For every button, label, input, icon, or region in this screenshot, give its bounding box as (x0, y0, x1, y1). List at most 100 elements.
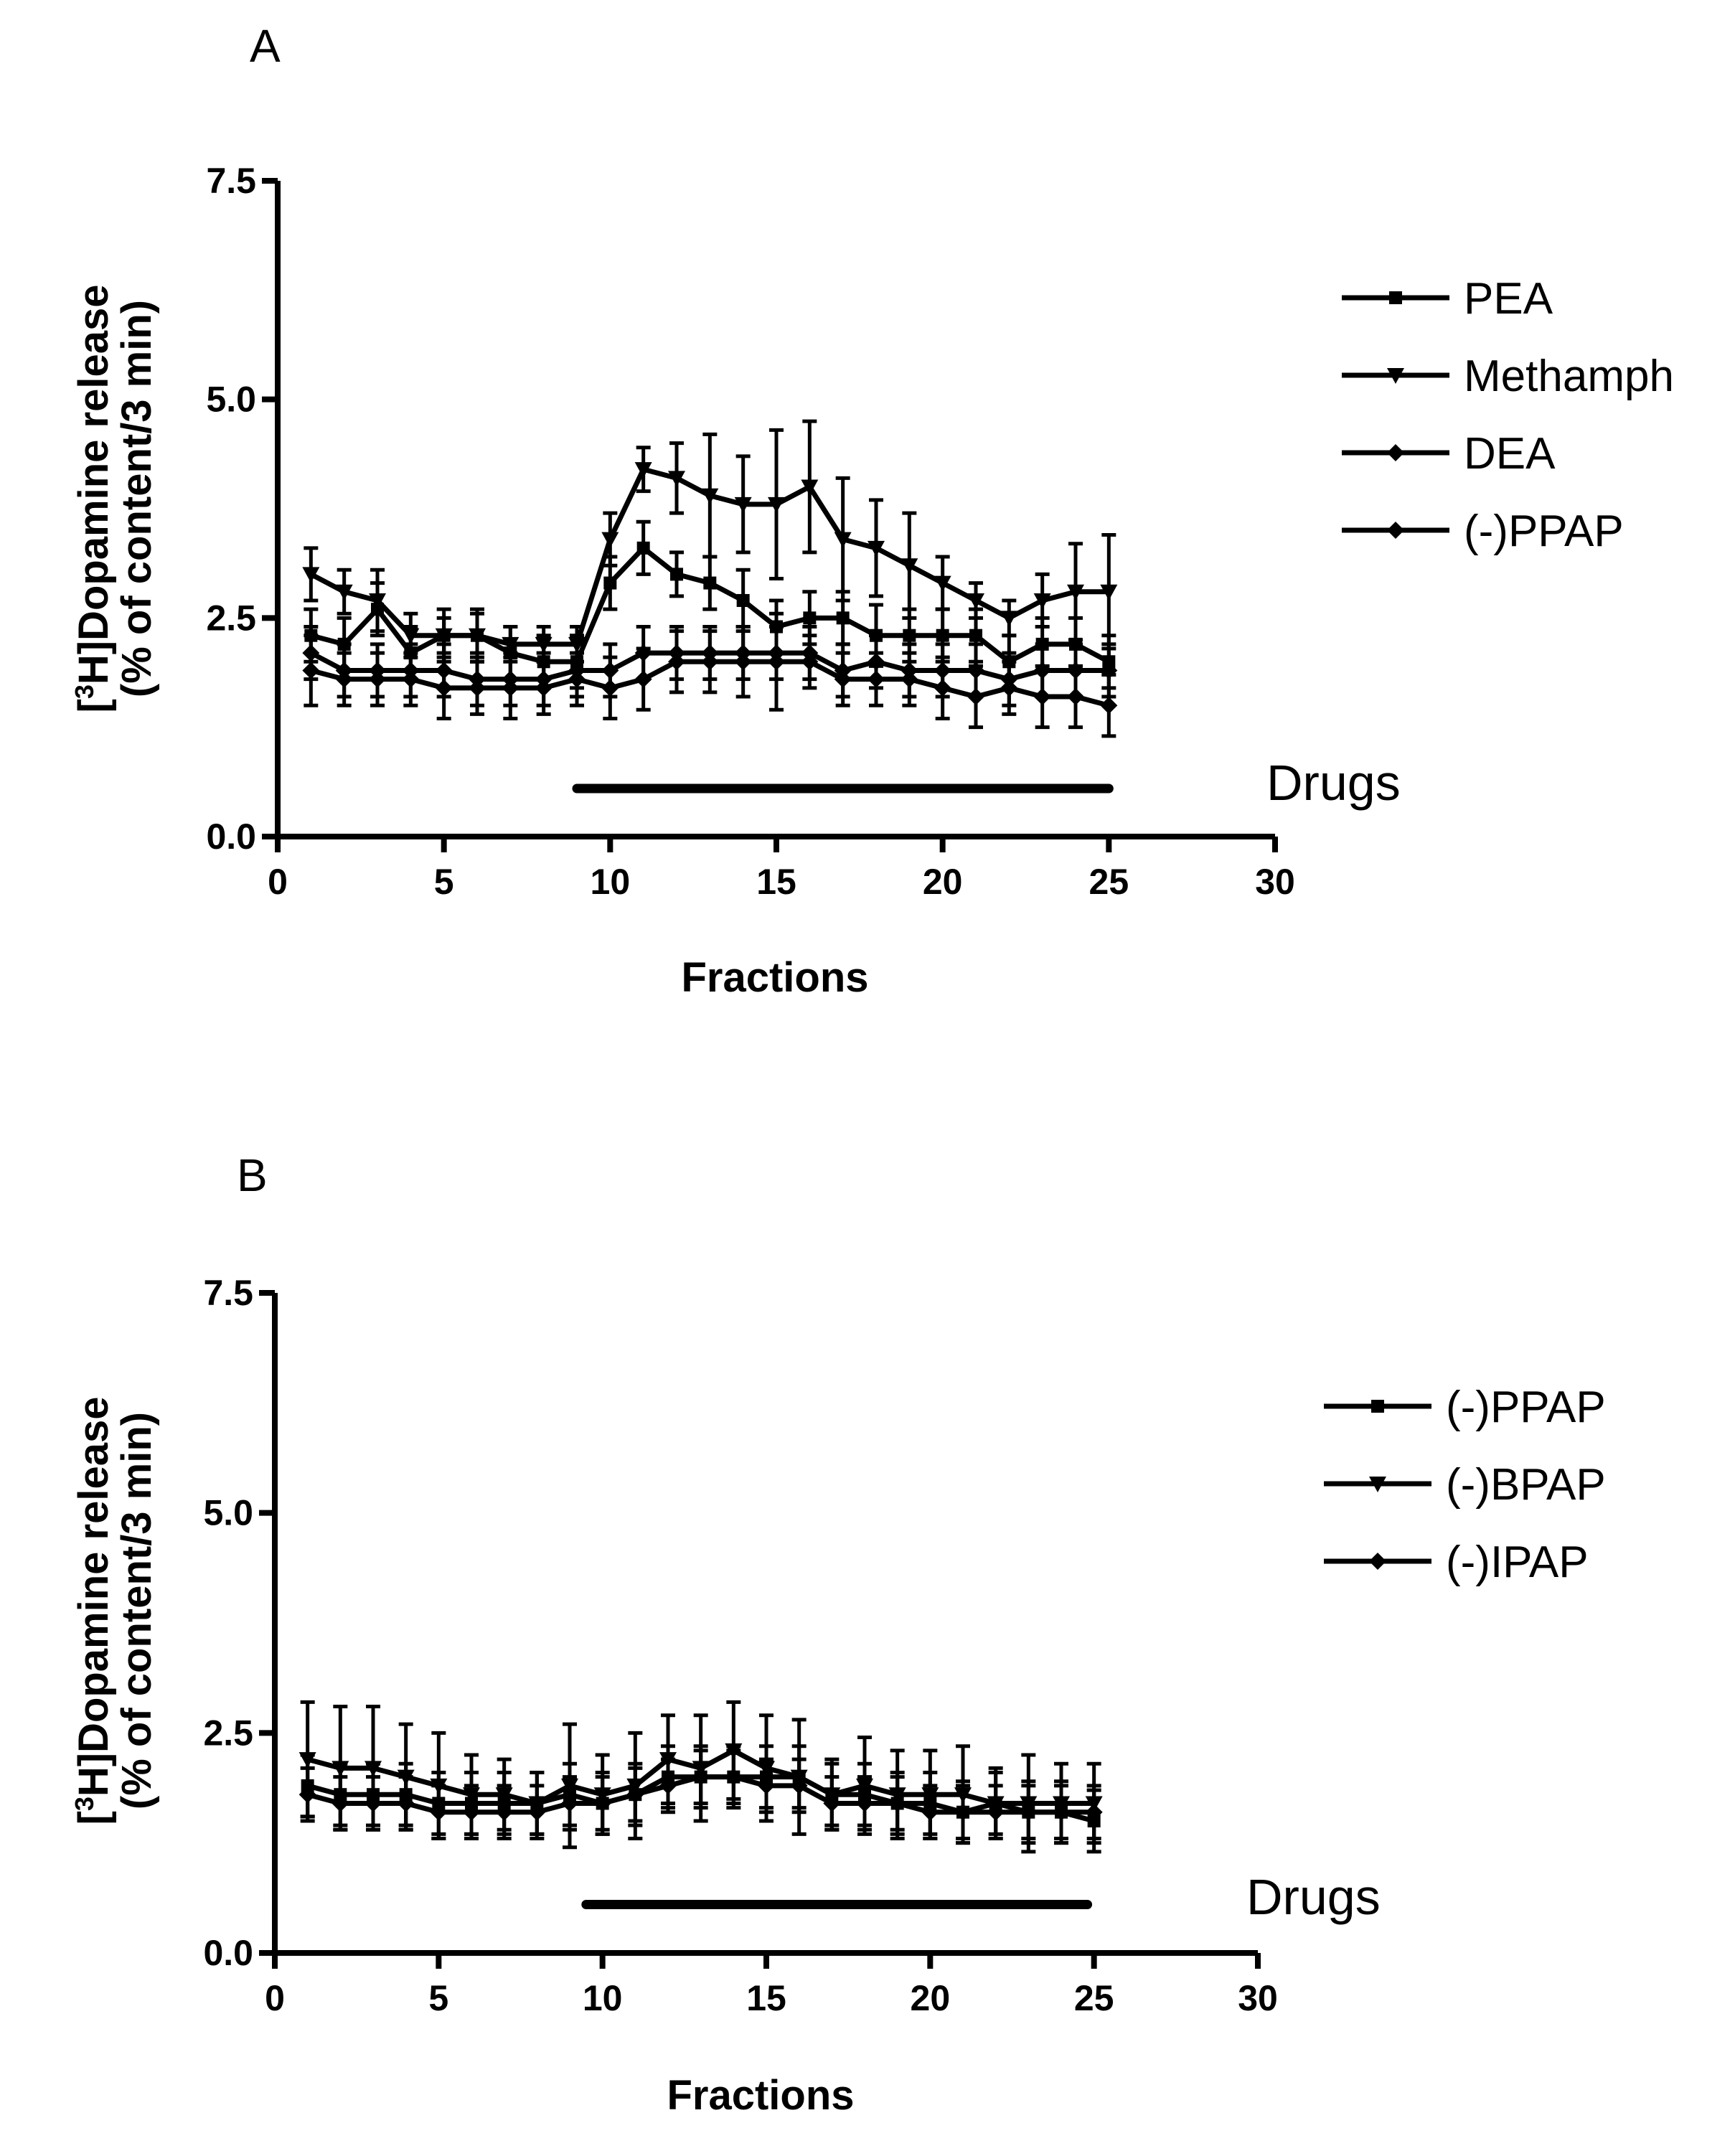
x-tick-label: 5 (434, 862, 454, 902)
data-point (634, 462, 652, 479)
data-point (936, 629, 949, 642)
data-point (332, 1761, 349, 1777)
data-point (967, 688, 984, 706)
data-point (535, 679, 553, 697)
data-point (834, 670, 852, 688)
y-tick-label: 7.5 (206, 161, 256, 201)
data-point (768, 653, 785, 671)
data-point (868, 540, 885, 557)
panel-a-ylabel-line1: [3H]Dopamine release (70, 284, 118, 712)
legend-item: (-)PPAP (1324, 1383, 1606, 1432)
data-point (402, 628, 420, 644)
data-point (568, 670, 586, 688)
panel-a-legend: PEA Methamph DEA (-)PPAP (1342, 274, 1674, 556)
legend-item: (-)IPAP (1324, 1538, 1589, 1587)
data-point (1020, 1803, 1038, 1821)
data-point (1000, 679, 1018, 697)
data-point (969, 629, 982, 642)
data-point (463, 1803, 480, 1821)
legend-marker (1369, 1477, 1386, 1492)
legend-label: DEA (1464, 429, 1556, 479)
data-point (734, 496, 752, 513)
y-tick-label: 0.0 (206, 816, 256, 857)
data-point (365, 1761, 382, 1777)
panel-b-series (298, 1700, 1103, 1854)
data-point (1085, 1803, 1103, 1821)
data-point (528, 1803, 546, 1821)
x-tick-label: 15 (756, 862, 796, 902)
panel-b-ylabel-line2: (% of content/3 min) (113, 1412, 160, 1809)
series-ipap (298, 1748, 1103, 1841)
data-point (298, 1752, 316, 1769)
data-point (967, 593, 984, 609)
panel-b-drugs-label: Drugs (1246, 1869, 1381, 1925)
data-point (535, 636, 553, 653)
data-point (435, 628, 453, 644)
data-point (834, 532, 852, 548)
data-point (1100, 697, 1118, 715)
data-point (1053, 1803, 1070, 1821)
data-point (725, 1768, 743, 1786)
panel-a-ylabel: [3H]Dopamine release (% of content/3 min… (70, 284, 161, 712)
x-tick-label: 10 (583, 1978, 623, 2018)
data-point (934, 679, 951, 697)
panel-b-letter: B (237, 1149, 268, 1201)
data-point (469, 679, 486, 697)
panel-b-ylabel-line1: [3H]Dopamine release (70, 1396, 118, 1825)
panel-a-xlabel: Fractions (681, 954, 868, 1001)
data-point (1067, 584, 1084, 601)
x-tick-label: 25 (1074, 1978, 1114, 2018)
y-tick-label: 7.5 (203, 1273, 253, 1313)
data-point (921, 1803, 939, 1821)
panel-a-y-ticks: 0.0 2.5 5.0 7.5 (206, 161, 278, 857)
data-point (1067, 688, 1084, 706)
data-point (1033, 593, 1051, 609)
legend-marker (1389, 291, 1402, 304)
panel-b-legend: (-)PPAP (-)BPAP (-)IPAP (1324, 1383, 1606, 1587)
data-point (987, 1803, 1005, 1821)
data-point (1000, 611, 1018, 627)
data-point (954, 1803, 972, 1821)
panel-a-ylabel-line2: (% of content/3 min) (113, 300, 160, 697)
data-point (626, 1786, 644, 1804)
data-point (435, 679, 453, 697)
data-point (601, 679, 619, 697)
data-point (701, 488, 719, 504)
data-point (402, 670, 420, 688)
legend-item: DEA (1342, 429, 1556, 479)
data-point (736, 593, 750, 607)
data-point (823, 1794, 841, 1812)
series-ppap (302, 611, 1118, 738)
panel-b-ylabel: [3H]Dopamine release (% of content/3 min… (70, 1396, 161, 1825)
panel-a-drugs-label: Drugs (1266, 755, 1401, 811)
data-point (659, 1776, 677, 1794)
data-point (502, 679, 519, 697)
data-point (369, 593, 386, 609)
x-tick-label: 30 (1255, 862, 1295, 902)
data-point (634, 670, 652, 688)
x-tick-label: 15 (746, 1978, 786, 2018)
data-point (335, 670, 353, 688)
data-point (703, 576, 717, 590)
data-point (636, 541, 650, 555)
data-point (856, 1794, 873, 1812)
x-tick-label: 5 (428, 1978, 448, 2018)
x-tick-label: 20 (923, 862, 963, 902)
legend-marker (1369, 1553, 1386, 1570)
data-point (803, 611, 817, 625)
legend-marker (1387, 444, 1404, 461)
data-point (801, 653, 819, 671)
y-tick-label: 0.0 (203, 1933, 253, 1973)
data-point (302, 662, 320, 679)
panel-a-series (302, 419, 1118, 738)
data-point (502, 636, 519, 653)
panel-b-y-ticks: 0.0 2.5 5.0 7.5 (203, 1273, 275, 1973)
data-point (298, 1786, 316, 1804)
data-point (365, 1794, 382, 1812)
data-point (801, 479, 819, 496)
legend-marker (1387, 522, 1404, 539)
data-point (397, 1794, 415, 1812)
x-tick-label: 30 (1238, 1978, 1278, 2018)
x-tick-label: 20 (911, 1978, 951, 2018)
panel-a-x-ticks: 0 5 10 15 20 25 30 (268, 837, 1295, 902)
